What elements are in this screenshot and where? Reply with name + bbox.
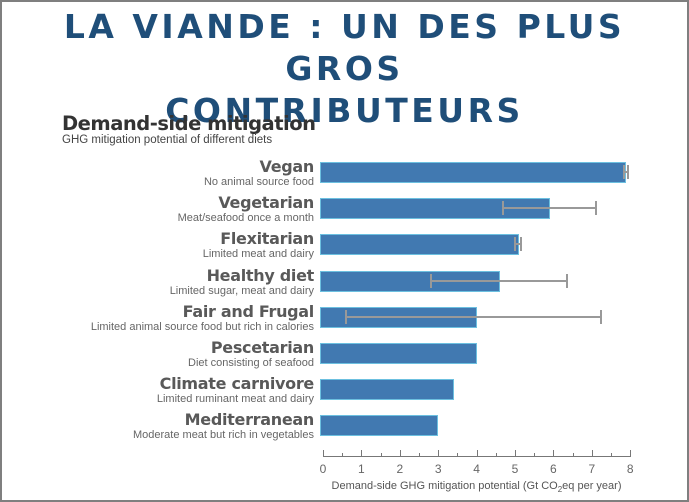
x-tick xyxy=(380,453,382,457)
category-name: Vegan xyxy=(259,157,314,176)
category-name: Fair and Frugal xyxy=(182,301,315,321)
category-description: Meat/seafood once a month xyxy=(177,212,314,225)
category-name: Healthy diet xyxy=(206,265,315,285)
category-name: Flexitarian xyxy=(220,229,314,249)
x-tick-label: 5 xyxy=(511,462,519,476)
x-tick xyxy=(457,453,459,457)
x-tick xyxy=(572,453,574,457)
x-tick xyxy=(476,450,478,457)
x-tick xyxy=(419,453,420,457)
error-bar-cap xyxy=(502,201,505,216)
category-label: Vegetarian Meat/seafood once a month xyxy=(177,193,315,225)
chart-subtitle: GHG mitigation potential of different di… xyxy=(62,134,273,146)
category-description: Limited animal source food but rich in c… xyxy=(90,320,314,333)
x-tick-label: 6 xyxy=(550,462,557,476)
category-description: Limited meat and dairy xyxy=(202,248,314,261)
category-description: Limited sugar, meat and dairy xyxy=(169,284,314,297)
x-tick-label: 3 xyxy=(434,462,442,476)
error-bar-cap xyxy=(514,237,516,252)
x-tick xyxy=(591,450,593,457)
slide-title-line2: CONTRIBUTEURS xyxy=(165,91,524,130)
error-bar-cap xyxy=(429,273,432,288)
x-tick xyxy=(553,450,555,457)
x-tick xyxy=(361,450,363,457)
x-tick-label: 7 xyxy=(588,462,596,476)
x-tick xyxy=(611,453,612,457)
slide-title-line1: LA VIANDE : UN DES PLUS GROS xyxy=(63,7,626,88)
x-tick-label: 8 xyxy=(626,462,634,476)
bar xyxy=(320,162,627,183)
error-bar xyxy=(503,207,596,210)
bar xyxy=(320,234,519,256)
x-tick-label: 2 xyxy=(396,462,404,476)
category-label: Pescetarian Diet consisting of seafood xyxy=(188,339,314,370)
x-tick xyxy=(495,453,497,457)
slide-title: LA VIANDE : UN DES PLUS GROS CONTRIBUTEU… xyxy=(0,6,689,132)
category-description: No animal source food xyxy=(203,176,314,188)
category-label: Fair and Frugal Limited animal source foo… xyxy=(90,301,315,334)
x-tick xyxy=(323,450,324,457)
category-label: Flexitarian Limited meat and dairy xyxy=(202,229,315,261)
category-description: Diet consisting of seafood xyxy=(188,357,314,369)
x-tick-label: 0 xyxy=(319,462,327,476)
error-bar xyxy=(430,279,567,282)
x-axis-line xyxy=(323,456,630,457)
error-bar-cap xyxy=(627,165,630,179)
x-tick xyxy=(515,450,516,457)
error-bar-cap xyxy=(345,309,348,324)
error-bar xyxy=(515,243,521,246)
x-tick xyxy=(438,450,440,457)
chart-title: Demand-side mitigation xyxy=(62,112,316,135)
category-name: Pescetarian xyxy=(210,338,314,357)
error-bar-cap xyxy=(600,309,603,324)
error-bar xyxy=(624,171,629,173)
bar xyxy=(320,343,477,364)
x-tick-label: 4 xyxy=(473,462,480,476)
x-tick xyxy=(342,453,344,457)
x-tick xyxy=(399,450,401,457)
x-tick xyxy=(630,450,632,457)
category-label: Climate carnivore Limited ruminant meat a… xyxy=(157,375,314,406)
category-label: Healthy diet Limited sugar, meat and dair… xyxy=(169,265,315,298)
error-bar-cap xyxy=(519,237,522,252)
x-axis-label: Demand-side GHG mitigation potential (Gt… xyxy=(331,480,622,495)
x-tick xyxy=(534,453,536,457)
error-bar xyxy=(346,315,602,318)
error-bar-cap xyxy=(565,273,568,288)
category-label: Mediterranean Moderate meat but rich in v… xyxy=(133,411,314,442)
category-description: Moderate meat but rich in vegetables xyxy=(133,429,314,442)
category-name: Mediterranean xyxy=(184,410,315,430)
category-description: Limited ruminant meat and dairy xyxy=(156,393,314,406)
error-bar-cap xyxy=(594,201,597,216)
x-tick-label: 1 xyxy=(358,462,365,476)
category-name: Climate carnivore xyxy=(159,374,315,394)
bar xyxy=(320,415,439,437)
category-name: Vegetarian xyxy=(218,193,314,213)
error-bar-cap xyxy=(623,165,626,179)
category-label: Vegan No animal source food xyxy=(204,158,314,189)
bar xyxy=(320,379,454,401)
